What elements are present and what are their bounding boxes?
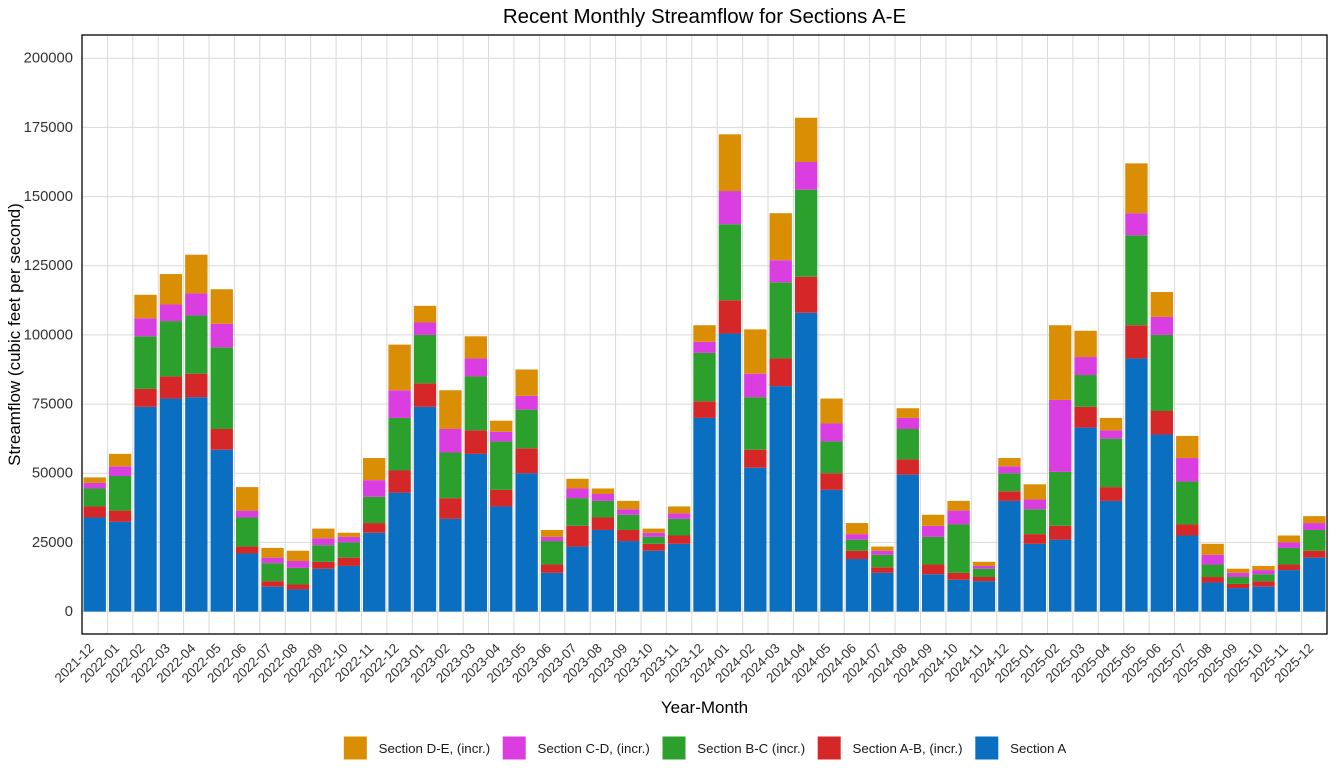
svg-text:150000: 150000 bbox=[24, 189, 73, 205]
svg-text:Section B-C (incr.): Section B-C (incr.) bbox=[697, 741, 805, 756]
svg-text:175000: 175000 bbox=[24, 120, 73, 136]
svg-text:Section A-B, (incr.): Section A-B, (incr.) bbox=[853, 741, 963, 756]
svg-text:0: 0 bbox=[65, 604, 73, 620]
svg-text:Year-Month: Year-Month bbox=[661, 698, 748, 717]
svg-text:100000: 100000 bbox=[24, 327, 73, 343]
svg-text:50000: 50000 bbox=[32, 466, 73, 482]
svg-text:200000: 200000 bbox=[24, 51, 73, 67]
svg-text:125000: 125000 bbox=[24, 258, 73, 274]
svg-text:Recent Monthly Streamflow for: Recent Monthly Streamflow for Sections A… bbox=[503, 5, 906, 28]
svg-text:Section C-D, (incr.): Section C-D, (incr.) bbox=[538, 741, 650, 756]
svg-text:Streamflow (cubic feet per sec: Streamflow (cubic feet per second) bbox=[5, 203, 24, 466]
svg-text:25000: 25000 bbox=[32, 535, 73, 551]
svg-text:75000: 75000 bbox=[32, 396, 73, 412]
svg-text:Section D-E, (incr.): Section D-E, (incr.) bbox=[379, 741, 491, 756]
svg-text:Section A: Section A bbox=[1010, 741, 1066, 756]
